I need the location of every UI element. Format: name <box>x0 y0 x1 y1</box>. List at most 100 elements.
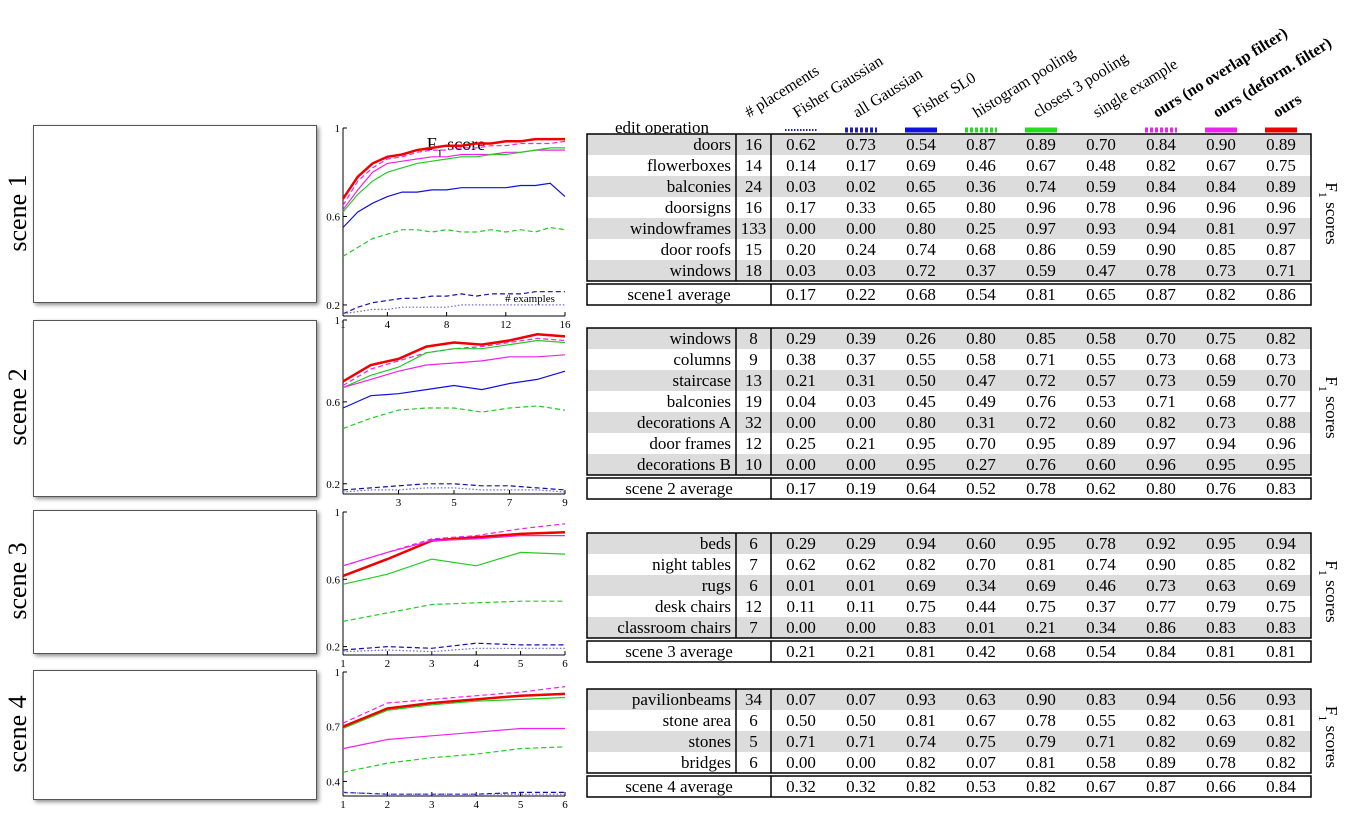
table-cell-value: 0.50 <box>906 371 936 390</box>
table-cell-value: 0.25 <box>786 434 816 453</box>
x-tick-label: 4 <box>385 319 391 331</box>
header-method-label: ours <box>1270 91 1305 121</box>
table-cell-value: 0.62 <box>846 555 876 574</box>
table-cell-operation: columns <box>673 350 731 369</box>
table-cell-value: 0.81 <box>1026 555 1056 574</box>
table-cell-value: 0.37 <box>966 261 996 280</box>
x-tick-label: 4 <box>473 799 479 808</box>
x-tick-label: 5 <box>451 497 457 509</box>
series-line <box>342 370 566 409</box>
table-average-value: 0.65 <box>1086 285 1116 304</box>
table-cell-value: 0.94 <box>1146 690 1176 709</box>
table-cell-value: 0.00 <box>846 455 876 474</box>
x-tick-label: 9 <box>562 497 568 509</box>
table-cell-value: 0.62 <box>786 135 816 154</box>
table-cell-operation: windowframes <box>630 219 731 238</box>
table-cell-value: 0.20 <box>786 240 816 259</box>
table-cell-value: 0.60 <box>1086 455 1116 474</box>
table-cell-value: 0.17 <box>786 198 816 217</box>
table-block-frame <box>586 532 1312 639</box>
table-cell-placements: 16 <box>745 135 762 154</box>
table-cell-value: 0.81 <box>1026 753 1056 772</box>
table-average-value: 0.62 <box>1086 479 1116 498</box>
table-cell-value: 0.29 <box>846 534 876 553</box>
table-cell-value: 0.73 <box>1206 413 1236 432</box>
table-average-value: 0.52 <box>966 479 996 498</box>
table-cell-value: 0.77 <box>1146 597 1176 616</box>
table-cell-value: 0.92 <box>1146 534 1176 553</box>
series-line <box>342 483 566 491</box>
table-cell-operation: pavilionbeams <box>632 690 731 709</box>
table-cell-operation: windows <box>670 329 731 348</box>
table-average-label: scene 3 average <box>625 642 733 661</box>
table-cell-value: 0.93 <box>1266 690 1296 709</box>
scene-thumbnail <box>33 125 317 303</box>
table-cell-value: 0.07 <box>966 753 996 772</box>
table-cell-value: 0.00 <box>786 753 816 772</box>
table-average-value: 0.21 <box>786 642 816 661</box>
table-cell-value: 0.56 <box>1206 690 1236 709</box>
table-cell-value: 0.74 <box>1026 177 1056 196</box>
table-cell-value: 0.58 <box>1086 753 1116 772</box>
x-tick-label: 7 <box>507 497 513 509</box>
table-cell-value: 0.78 <box>1206 753 1236 772</box>
x-tick-label: 3 <box>429 799 435 808</box>
table-average-label: scene 4 average <box>625 777 733 796</box>
table-cell-value: 0.97 <box>1146 434 1176 453</box>
table-cell-value: 0.34 <box>966 576 996 595</box>
table-cell-value: 0.78 <box>1086 198 1116 217</box>
table-cell-value: 0.07 <box>846 690 876 709</box>
table-cell-value: 0.37 <box>846 350 876 369</box>
table-cell-value: 0.55 <box>906 350 936 369</box>
table-cell-value: 0.63 <box>1206 711 1236 730</box>
table-cell-value: 0.74 <box>906 732 936 751</box>
table-cell-value: 0.90 <box>1146 555 1176 574</box>
table-cell-operation: balconies <box>667 392 731 411</box>
table-cell-value: 0.79 <box>1206 597 1236 616</box>
table-cell-value: 0.80 <box>966 329 996 348</box>
table-cell-placements: 6 <box>749 576 758 595</box>
series-line <box>342 304 565 315</box>
table-cell-value: 0.26 <box>906 329 936 348</box>
table-average-value: 0.67 <box>1086 777 1116 796</box>
table-cell-value: 0.04 <box>786 392 816 411</box>
table-cell-value: 0.70 <box>1146 329 1176 348</box>
table-cell-value: 0.90 <box>1026 690 1056 709</box>
table-average-label: scene 2 average <box>625 479 733 498</box>
table-row-bg <box>587 134 1311 155</box>
table-cell-value: 0.34 <box>1086 618 1116 637</box>
table-cell-value: 0.75 <box>966 732 996 751</box>
x-tick-label: 3 <box>396 497 402 509</box>
table-cell-value: 0.80 <box>906 413 936 432</box>
table-cell-placements: 8 <box>749 329 758 348</box>
table-cell-value: 0.96 <box>1146 198 1176 217</box>
table-cell-placements: 7 <box>749 555 758 574</box>
table-cell-value: 0.82 <box>1266 753 1296 772</box>
table-cell-value: 0.31 <box>846 371 876 390</box>
table-cell-value: 0.00 <box>846 413 876 432</box>
table-cell-value: 0.11 <box>846 597 875 616</box>
side-label-f1-scores: F1 scores <box>1316 560 1341 622</box>
table-cell-operation: beds <box>700 534 731 553</box>
table-cell-value: 0.46 <box>966 156 996 175</box>
table-cell-value: 0.90 <box>1146 240 1176 259</box>
table-cell-placements: 15 <box>745 240 762 259</box>
line-chart: 0.2 0.6 1 1 2 3 4 5 6 <box>326 507 568 670</box>
scene-table: windows 8 0.29 0.39 0.26 0.80 0.85 0.58 0.70 0.75… <box>586 327 1341 500</box>
table-cell-placements: 12 <box>745 597 762 616</box>
table-cell-value: 0.21 <box>786 371 816 390</box>
table-cell-value: 0.69 <box>906 576 936 595</box>
series-line <box>342 534 565 567</box>
series-line <box>341 137 565 200</box>
table-cell-value: 0.03 <box>846 261 876 280</box>
table-cell-value: 0.72 <box>1026 413 1056 432</box>
table-cell-value: 0.89 <box>1266 135 1296 154</box>
table-average-frame <box>586 640 1312 663</box>
table-cell-value: 0.53 <box>1086 392 1116 411</box>
table-row-bg <box>587 533 1311 554</box>
series-line <box>342 333 566 383</box>
table-cell-value: 0.95 <box>1206 455 1236 474</box>
y-tick-label: 1 <box>335 315 341 327</box>
table-cell-value: 0.71 <box>1086 732 1116 751</box>
table-cell-value: 0.01 <box>966 618 996 637</box>
